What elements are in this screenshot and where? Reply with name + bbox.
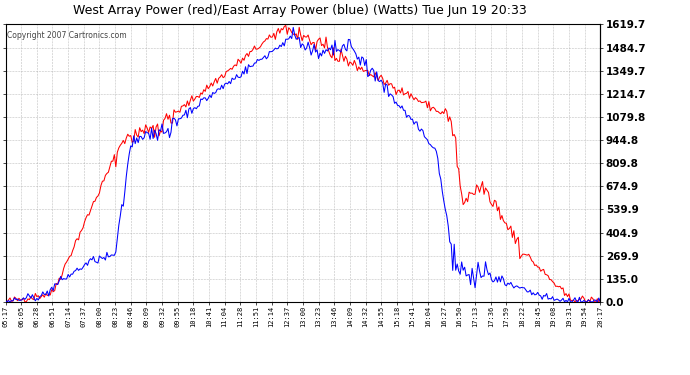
Text: Copyright 2007 Cartronics.com: Copyright 2007 Cartronics.com bbox=[8, 32, 127, 40]
Text: West Array Power (red)/East Array Power (blue) (Watts) Tue Jun 19 20:33: West Array Power (red)/East Array Power … bbox=[73, 4, 527, 17]
